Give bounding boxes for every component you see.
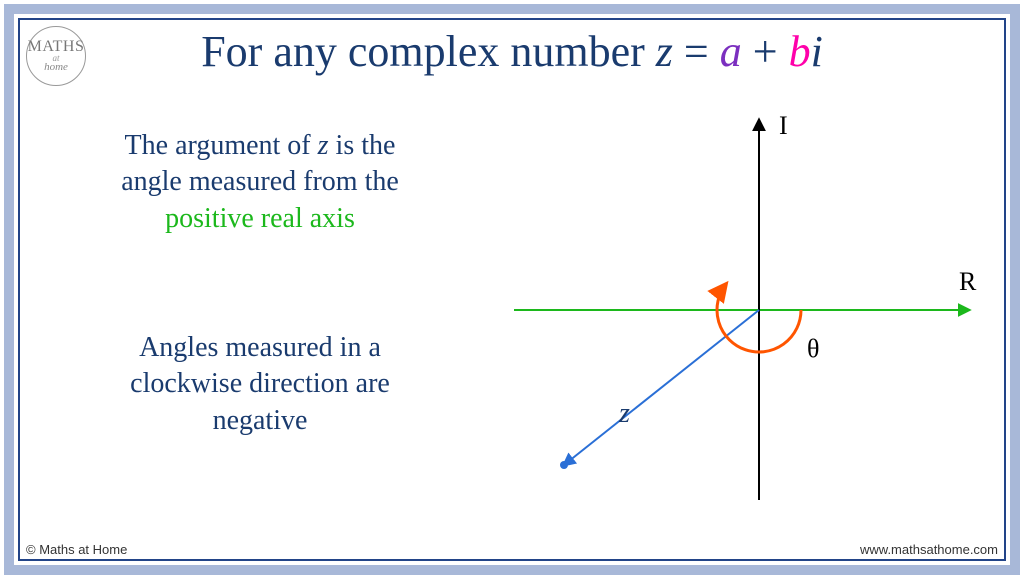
page-title: For any complex number z = a + bi [20, 26, 1004, 77]
title-prefix: For any complex number [201, 27, 656, 76]
title-z: z [656, 27, 673, 76]
para1-z: z [318, 130, 329, 161]
title-b: b [789, 27, 811, 76]
theta-label: θ [807, 334, 819, 363]
title-a: a [720, 27, 742, 76]
argand-diagram: R Iz θ [504, 110, 984, 510]
paragraph-clockwise: Angles measured in a clockwise direction… [70, 330, 450, 439]
para2-line1: Angles measured in a [139, 332, 381, 363]
z-vector-label: z [618, 398, 630, 429]
i-axis-label: I [779, 111, 788, 140]
para1-line3: positive real axis [165, 203, 355, 234]
para1-line2: angle measured from the [121, 166, 399, 197]
para2-line3: negative [213, 405, 308, 436]
footer-url: www.mathsathome.com [860, 542, 998, 557]
para1-line1-post: is the [329, 130, 396, 161]
title-i: i [811, 27, 823, 76]
title-plus: + [742, 27, 789, 76]
para2-line2: clockwise direction are [130, 368, 390, 399]
footer-copyright: © Maths at Home [26, 542, 127, 557]
r-axis-label: R [959, 267, 977, 296]
paragraph-argument: The argument of z is the angle measured … [70, 128, 450, 237]
title-equals: = [673, 27, 720, 76]
para1-line1-pre: The argument of [125, 130, 318, 161]
